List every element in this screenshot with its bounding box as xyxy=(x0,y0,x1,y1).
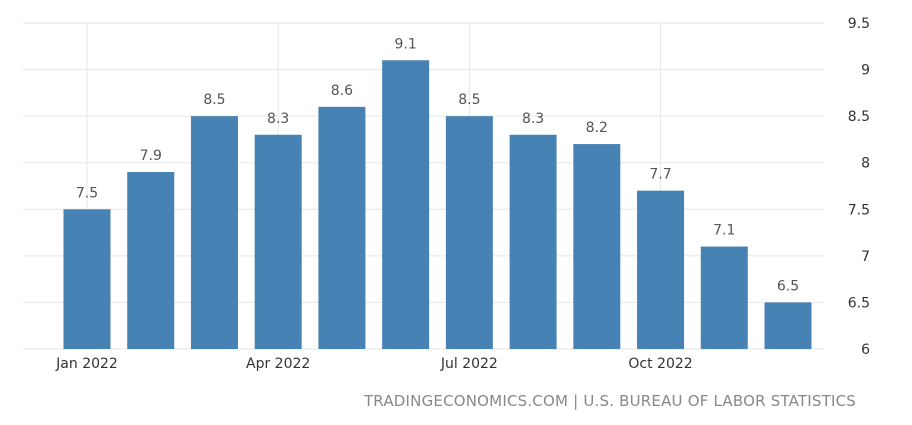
bar-data-label: 8.6 xyxy=(331,83,353,99)
y-axis-ticks: 6 6.5 7 7.5 8 8.5 9 9.5 xyxy=(848,16,870,358)
y-tick-label: 6 xyxy=(861,342,870,358)
data-labels: 7.5 7.9 8.5 8.3 8.6 9.1 8.5 8.3 8.2 7.7 7.1 6.5 xyxy=(76,36,799,294)
bar-data-label: 8.3 xyxy=(267,111,289,127)
source-credit: TRADINGECONOMICS.COM | U.S. BUREAU OF LA… xyxy=(363,392,856,410)
y-tick-label: 6.5 xyxy=(848,295,870,311)
bar-data-label: 7.5 xyxy=(76,185,98,201)
bar xyxy=(127,172,175,349)
bar xyxy=(190,116,238,350)
y-tick-label: 7.5 xyxy=(848,202,870,218)
bars xyxy=(63,60,812,350)
bar xyxy=(318,106,366,349)
bar-data-label: 8.3 xyxy=(522,111,544,127)
y-tick-label: 9 xyxy=(861,63,870,79)
y-tick-label: 7 xyxy=(861,249,870,265)
bar xyxy=(764,302,812,349)
bar xyxy=(63,209,111,349)
y-tick-label: 8.5 xyxy=(848,109,870,125)
bar-data-label: 8.5 xyxy=(458,92,480,108)
bar xyxy=(445,116,493,350)
bar-data-label: 6.5 xyxy=(777,278,799,294)
bar-data-label: 8.2 xyxy=(586,120,608,136)
bar xyxy=(254,134,302,349)
x-tick-label: Oct 2022 xyxy=(628,356,692,372)
bar xyxy=(573,144,621,349)
bar-data-label: 9.1 xyxy=(395,36,417,52)
x-axis-ticks: Jan 2022 Apr 2022 Jul 2022 Oct 2022 xyxy=(55,356,693,372)
y-tick-label: 9.5 xyxy=(848,16,870,32)
bar xyxy=(700,246,748,349)
bar-data-label: 7.9 xyxy=(140,148,162,164)
x-tick-label: Jul 2022 xyxy=(440,356,498,372)
bar xyxy=(509,134,557,349)
bar xyxy=(637,190,685,349)
bar-data-label: 8.5 xyxy=(203,92,225,108)
y-tick-label: 8 xyxy=(861,156,870,172)
x-tick-label: Jan 2022 xyxy=(55,356,118,372)
bar-data-label: 7.1 xyxy=(713,223,735,239)
bar xyxy=(382,60,430,349)
bar-data-label: 7.7 xyxy=(649,167,671,183)
x-tick-label: Apr 2022 xyxy=(246,356,310,372)
